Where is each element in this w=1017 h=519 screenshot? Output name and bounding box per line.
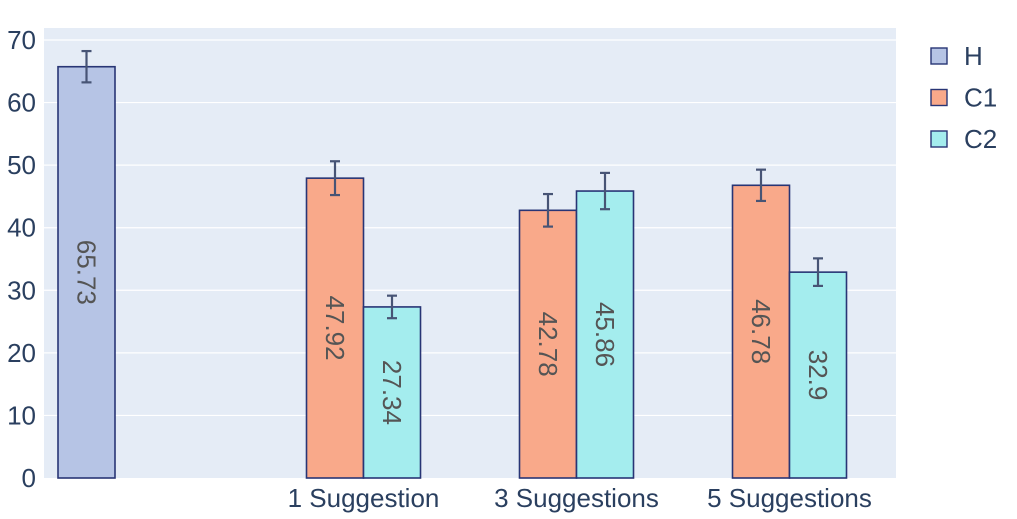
error-bars [81, 49, 823, 320]
y-tick-label: 30 [7, 275, 36, 305]
x-tick-label: 1 Suggestion [288, 483, 440, 513]
x-tick-label: 5 Suggestions [707, 483, 872, 513]
bar-value-label: 45.86 [590, 302, 620, 367]
bar-value-label: 32.9 [803, 350, 833, 401]
bar-c1[interactable] [518, 209, 578, 479]
legend-swatch [930, 47, 948, 65]
bar-c2[interactable] [575, 190, 635, 479]
error-bar [813, 257, 823, 288]
y-axis: 0 10 20 30 40 50 60 70 [7, 25, 36, 493]
legend-item-h[interactable]: H [930, 41, 983, 71]
y-tick-label: 60 [7, 88, 36, 118]
legend-swatch [930, 130, 948, 148]
legend[interactable]: H C1 C2 [930, 41, 997, 154]
legend-label: C2 [964, 124, 997, 154]
bar-c2[interactable] [362, 306, 422, 479]
y-tick-label: 0 [22, 463, 36, 493]
y-tick-label: 10 [7, 400, 36, 430]
x-tick-label: 3 Suggestions [494, 483, 659, 513]
y-tick-label: 20 [7, 338, 36, 368]
y-tick-label: 50 [7, 150, 36, 180]
legend-label: H [964, 41, 983, 71]
y-tick-label: 70 [7, 25, 36, 55]
y-tick-label: 40 [7, 213, 36, 243]
error-bar [387, 294, 397, 320]
bar-value-label: 27.34 [377, 360, 407, 425]
legend-label: C1 [964, 83, 997, 113]
x-axis: 1 Suggestion 3 Suggestions 5 Suggestions [288, 483, 872, 513]
data-labels: 65.73 47.92 27.34 42.78 45.86 46.78 32.9 [72, 240, 834, 425]
error-bar [600, 171, 610, 211]
gridlines [44, 39, 896, 417]
error-bar [81, 49, 92, 84]
bar-value-label: 65.73 [72, 240, 102, 305]
bars [57, 65, 848, 479]
bar-value-label: 47.92 [320, 296, 350, 361]
bar-c1[interactable] [731, 184, 791, 479]
bar-c2[interactable] [788, 271, 848, 479]
error-bar [756, 168, 766, 203]
error-bar [330, 160, 340, 197]
bar-value-label: 42.78 [533, 312, 563, 377]
bar-c1[interactable] [305, 177, 365, 479]
legend-item-c1[interactable]: C1 [930, 83, 997, 113]
bar-value-label: 46.78 [746, 299, 776, 364]
error-bar [543, 192, 553, 228]
legend-swatch [930, 88, 948, 107]
legend-item-c2[interactable]: C2 [930, 124, 997, 154]
